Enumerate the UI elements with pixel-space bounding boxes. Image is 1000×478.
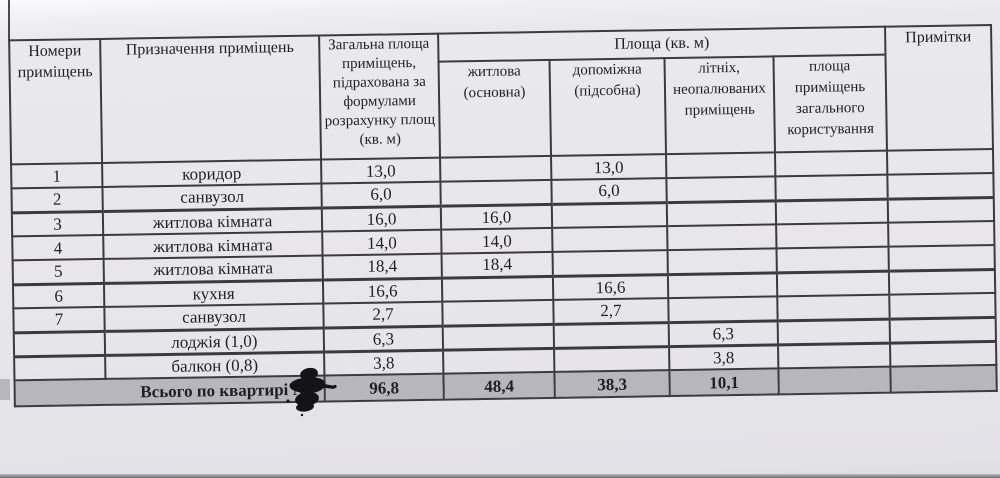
cell-common-area: [774, 150, 888, 177]
photo-bottom-edge: [0, 474, 1000, 478]
total-auxiliary-value: 38,3: [554, 370, 670, 398]
cell-summer-area: [667, 248, 777, 275]
total-common-value: [778, 366, 891, 395]
cell-notes: [889, 316, 996, 343]
cell-common-area: [776, 246, 889, 273]
header-living-area: житлова (основна): [438, 59, 552, 158]
cell-common-area: [776, 222, 889, 249]
total-label: Всього по квартирі №: [14, 375, 325, 407]
cell-purpose: санвузол: [104, 303, 324, 331]
cell-total-area: 16,6: [322, 277, 443, 304]
cell-room-number: 7: [13, 306, 105, 333]
cell-purpose: кухня: [103, 279, 324, 307]
cell-room-number: 1: [11, 162, 103, 189]
total-summer-value: 10,1: [669, 368, 779, 397]
cell-summer-area: 3,8: [669, 344, 779, 371]
cell-purpose: лоджія (1,0): [104, 327, 325, 355]
cell-summer-area: 6,3: [668, 320, 779, 347]
cell-notes: [889, 292, 996, 319]
cell-auxiliary-area: [551, 202, 668, 228]
total-area-value: 96,8: [324, 373, 444, 402]
header-notes: Примітки: [885, 24, 993, 151]
cell-notes: [888, 220, 995, 247]
cell-purpose: житлова кімната: [103, 255, 323, 283]
header-room-numbers: Номери приміщень: [9, 38, 103, 165]
cell-total-area: 2,7: [323, 301, 443, 328]
header-auxiliary-area: допоміжна (підсобна): [549, 58, 667, 156]
cell-auxiliary-area: [552, 226, 668, 252]
cell-living-area: 14,0: [441, 227, 553, 254]
header-common-use-area: площа приміщень загального користування: [773, 54, 887, 153]
cell-common-area: [777, 294, 890, 321]
apartment-area-table: Номери приміщень Призначення приміщень З…: [8, 24, 998, 407]
cell-summer-area: [667, 272, 778, 299]
cell-living-area: [440, 155, 552, 182]
cell-room-number: 5: [12, 258, 104, 285]
total-notes-value: [890, 364, 997, 393]
cell-notes: [887, 196, 995, 223]
cell-room-number: [13, 330, 106, 357]
cell-living-area: 16,0: [440, 203, 553, 230]
cell-purpose: коридор: [102, 159, 322, 187]
cell-total-area: 18,4: [322, 253, 442, 280]
table-header: Номери приміщень Призначення приміщень З…: [9, 24, 993, 165]
cell-notes: [888, 268, 996, 295]
table-body: 1 коридор 13,0 13,0 2 санвузол 6,0 6,0: [11, 148, 997, 407]
cell-living-area: 18,4: [441, 251, 553, 278]
cell-summer-area: [668, 296, 778, 323]
cell-total-area: 16,0: [321, 205, 442, 232]
table-left-border-extension: [8, 0, 10, 40]
cell-auxiliary-area: [554, 346, 670, 372]
cell-common-area: [778, 342, 891, 369]
cell-notes: [888, 244, 995, 271]
cell-living-area: [442, 299, 554, 326]
cell-purpose: житлова кімната: [102, 207, 323, 235]
cell-summer-area: [666, 176, 776, 203]
cell-living-area: [443, 347, 555, 374]
cell-total-area: 6,3: [323, 325, 444, 352]
cell-common-area: [775, 174, 888, 201]
cell-total-area: 13,0: [321, 157, 441, 184]
cell-purpose: житлова кімната: [103, 231, 323, 259]
cell-room-number: 3: [11, 210, 104, 237]
cell-auxiliary-area: 13,0: [551, 154, 667, 180]
cell-common-area: [776, 270, 890, 297]
cell-living-area: [441, 275, 554, 302]
cell-summer-area: [666, 200, 777, 227]
cell-auxiliary-area: [552, 250, 668, 276]
total-living-value: 48,4: [443, 371, 555, 400]
cell-notes: [887, 172, 994, 199]
cell-common-area: [775, 198, 889, 225]
header-purpose: Призначення приміщень: [100, 35, 322, 163]
header-summer-unheated-area: літніх, неопалюваних приміщень: [664, 56, 775, 155]
cell-summer-area: [666, 152, 776, 179]
cell-room-number: 4: [12, 234, 104, 261]
cell-room-number: 6: [12, 282, 105, 309]
area-table-wrap: Номери приміщень Призначення приміщень З…: [8, 24, 998, 407]
cell-room-number: [14, 354, 106, 381]
cell-living-area: [442, 323, 555, 350]
header-total-area: Загальна площа приміщень, підрахована за…: [319, 33, 441, 160]
cell-total-area: 14,0: [322, 229, 442, 256]
cell-living-area: [440, 179, 552, 206]
ink-redaction-scribble: [286, 367, 337, 417]
cell-notes: [886, 148, 994, 175]
cell-common-area: [777, 318, 891, 345]
cell-purpose: санвузол: [102, 183, 322, 211]
cell-auxiliary-area: 2,7: [553, 298, 669, 324]
cell-auxiliary-area: 6,0: [551, 178, 667, 204]
cell-room-number: 2: [11, 186, 103, 213]
cell-notes: [890, 340, 997, 367]
cell-auxiliary-area: [553, 322, 670, 348]
cell-total-area: 6,0: [321, 181, 441, 208]
cell-auxiliary-area: 16,6: [552, 274, 669, 300]
cell-total-area: 3,8: [324, 349, 444, 376]
cell-summer-area: [667, 224, 777, 251]
total-row-left-gray-extension: [0, 379, 10, 400]
